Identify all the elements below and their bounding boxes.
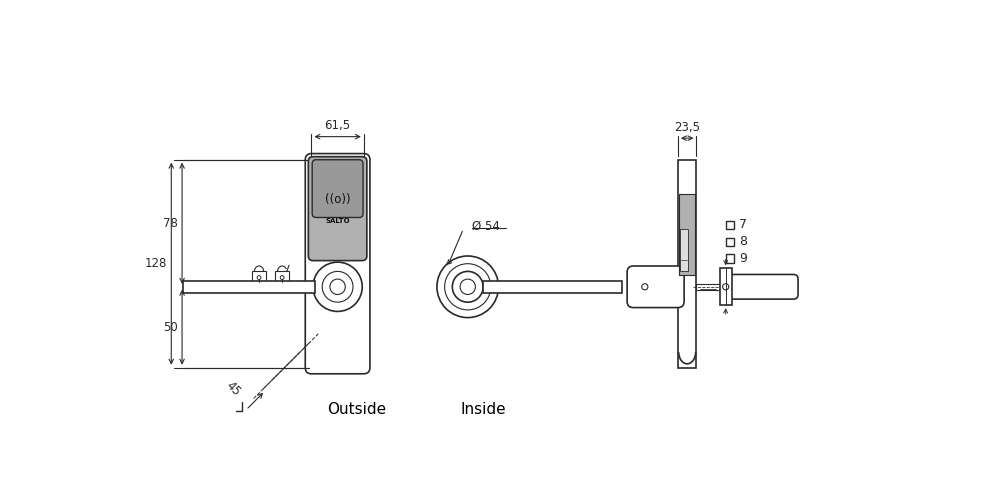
Circle shape — [313, 262, 362, 312]
Text: 50: 50 — [163, 321, 178, 333]
Bar — [697, 284, 719, 290]
Circle shape — [460, 279, 476, 295]
Circle shape — [437, 256, 498, 318]
FancyBboxPatch shape — [305, 154, 370, 374]
Bar — [182, 281, 315, 293]
Bar — [719, 268, 732, 305]
Text: Ø 54: Ø 54 — [472, 220, 499, 233]
Circle shape — [330, 279, 345, 295]
Text: 23,5: 23,5 — [674, 121, 700, 134]
FancyBboxPatch shape — [727, 274, 799, 299]
Circle shape — [257, 276, 261, 279]
Text: Outside: Outside — [328, 403, 387, 417]
Text: 78: 78 — [163, 217, 178, 230]
Text: 45: 45 — [223, 379, 242, 399]
Bar — [726, 254, 734, 263]
Text: 8: 8 — [739, 235, 747, 248]
Circle shape — [444, 264, 490, 310]
Text: 61,5: 61,5 — [325, 119, 350, 132]
Bar — [726, 221, 734, 229]
Text: SALTO: SALTO — [326, 218, 350, 224]
Circle shape — [322, 271, 353, 302]
Bar — [680, 194, 695, 275]
Bar — [680, 229, 688, 271]
Text: 128: 128 — [144, 257, 167, 270]
Text: ((o)): ((o)) — [325, 193, 350, 206]
Bar — [678, 160, 697, 368]
FancyBboxPatch shape — [308, 157, 367, 260]
Circle shape — [642, 284, 647, 290]
FancyBboxPatch shape — [312, 160, 363, 218]
FancyBboxPatch shape — [627, 266, 684, 308]
Bar — [276, 271, 289, 284]
Bar — [483, 281, 622, 293]
Circle shape — [452, 271, 483, 302]
Bar — [252, 271, 266, 284]
Circle shape — [281, 276, 284, 279]
Text: 7: 7 — [739, 218, 747, 231]
Circle shape — [723, 284, 729, 290]
Text: 9: 9 — [739, 252, 747, 265]
Bar — [726, 238, 734, 246]
Text: Inside: Inside — [460, 403, 506, 417]
